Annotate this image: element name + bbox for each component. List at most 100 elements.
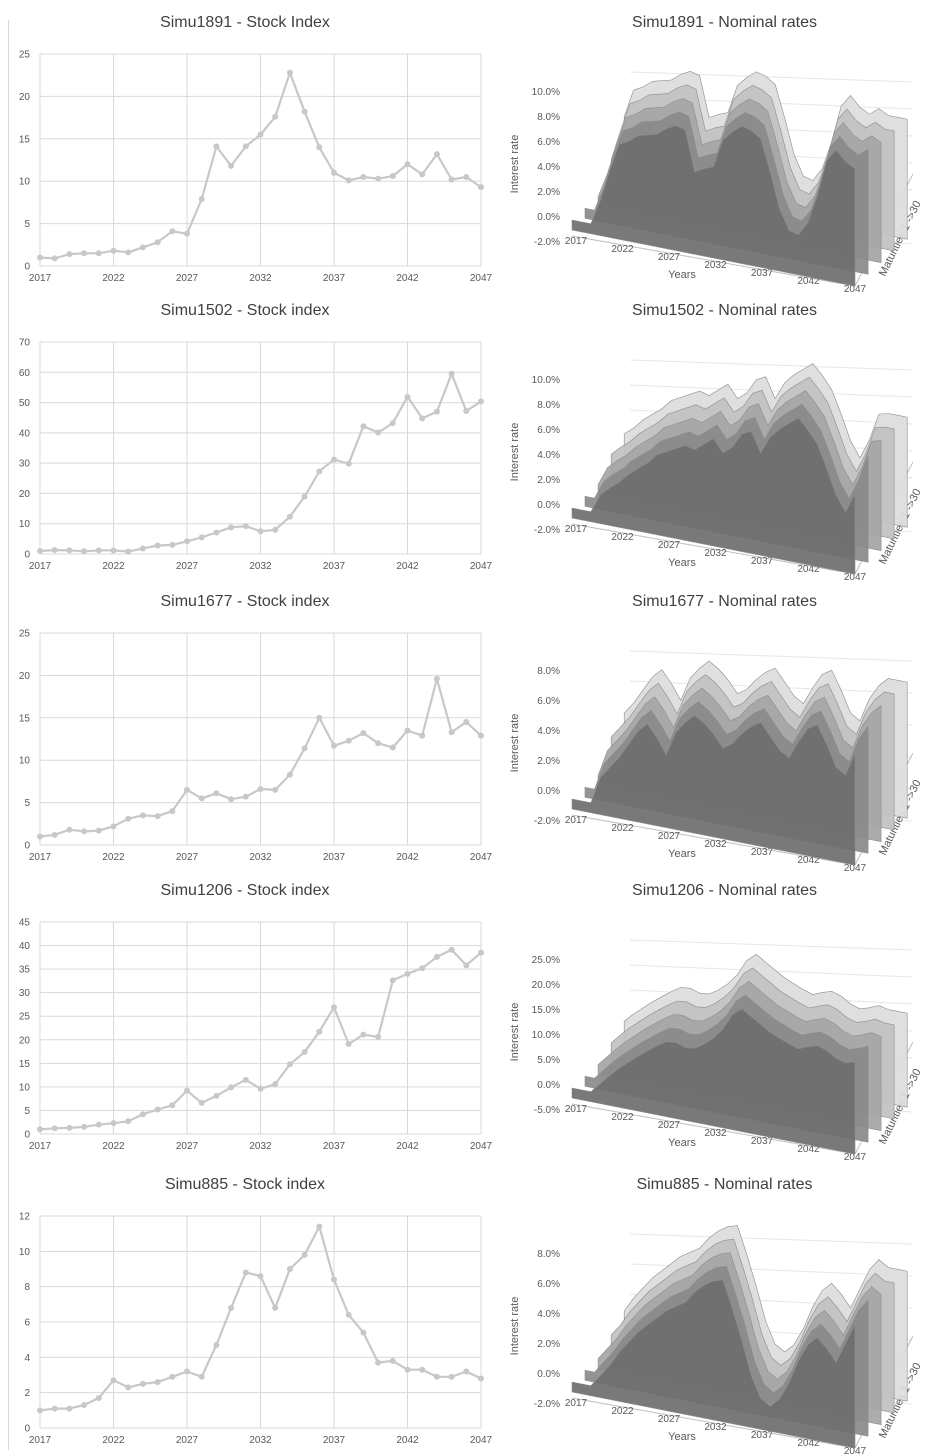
x-tick-label: 2047	[844, 1152, 867, 1163]
y-tick-label: 10	[19, 1082, 31, 1093]
y-tick-label: 30	[19, 459, 31, 470]
chart-title: Simu1206 - Stock index	[160, 882, 330, 899]
data-point	[433, 953, 440, 960]
x-tick-label: 2017	[29, 1141, 52, 1152]
data-point	[228, 1304, 235, 1311]
x-tick-label: 2027	[658, 252, 681, 263]
chart-title: Simu1891 - Nominal rates	[632, 14, 817, 31]
data-point	[95, 827, 102, 834]
data-point	[331, 456, 337, 463]
data-point	[404, 161, 411, 168]
y-tick-label: 25	[19, 1012, 31, 1023]
data-point	[242, 1076, 249, 1083]
rates-chart-2: Simu1502 - Nominal rates 10.0% 8.0% 6.0% 4.…	[500, 302, 949, 583]
y-tick-label: 40	[19, 941, 31, 952]
data-point	[360, 1031, 367, 1038]
stock-chart-3: Simu1677 - Stock index 0 5 10 15 20 25 2017 202…	[0, 593, 493, 871]
x-tick-label: 2032	[249, 561, 272, 572]
data-point	[37, 1407, 43, 1414]
back-gridline	[629, 1233, 913, 1245]
data-point	[125, 1384, 132, 1391]
x-axis-title: Years	[668, 1137, 696, 1149]
y-tick-label: 0	[24, 550, 30, 561]
y-tick-label: 0	[24, 841, 30, 852]
data-point	[228, 796, 235, 803]
data-point	[478, 398, 484, 405]
data-point	[375, 1033, 382, 1040]
data-point	[110, 1120, 117, 1127]
data-point	[95, 250, 102, 257]
data-point	[139, 1111, 146, 1118]
x-tick-label: 2017	[565, 1398, 588, 1409]
z-tick-label: 25.0%	[532, 955, 560, 966]
z-axis-title: Interest rate	[509, 714, 521, 773]
data-point	[404, 727, 411, 734]
data-point	[66, 547, 73, 554]
data-point	[448, 370, 455, 377]
data-point	[419, 1366, 426, 1373]
data-point	[184, 786, 190, 793]
data-point	[154, 1379, 161, 1386]
x-tick-label: 2042	[797, 564, 820, 575]
x-tick-label: 2017	[565, 236, 588, 247]
chart-title: Simu1502 - Stock index	[160, 302, 330, 319]
data-point	[81, 1402, 88, 1409]
data-point	[419, 732, 426, 739]
y-tick-label: 10	[19, 519, 31, 530]
data-point	[169, 1373, 176, 1380]
y-tick-label: 20	[19, 1035, 31, 1046]
data-point	[448, 729, 455, 736]
data-point	[301, 493, 308, 500]
data-point	[37, 1126, 43, 1133]
data-point	[419, 965, 426, 972]
z-tick-label: -2.0%	[534, 1399, 560, 1410]
x-tick-label: 2032	[704, 1422, 727, 1433]
data-point	[463, 962, 470, 969]
z-tick-label: -2.0%	[534, 816, 560, 827]
x-tick-label: 2017	[29, 561, 52, 572]
data-point	[478, 732, 484, 739]
z-tick-label: -5.0%	[534, 1105, 560, 1116]
data-point	[286, 1266, 293, 1272]
data-point	[345, 177, 352, 184]
data-point	[228, 1084, 235, 1091]
data-point	[242, 1269, 249, 1276]
data-point	[228, 524, 235, 531]
x-tick-label: 2032	[704, 548, 727, 559]
data-point	[316, 1223, 323, 1230]
z-tick-label: 10.0%	[532, 87, 560, 98]
x-axis-line	[571, 814, 856, 866]
data-point	[110, 547, 117, 554]
x-tick-label: 2032	[249, 1141, 272, 1152]
data-point	[463, 1368, 470, 1375]
x-tick-label: 2017	[29, 852, 52, 863]
x-tick-label: 2027	[176, 273, 199, 284]
x-tick-label: 2027	[658, 1120, 681, 1131]
data-point	[272, 526, 279, 533]
data-point	[81, 828, 88, 835]
data-point	[51, 547, 58, 554]
data-point	[345, 737, 352, 744]
x-tick-label: 2042	[396, 561, 419, 572]
data-point	[228, 162, 235, 169]
x-tick-label: 2042	[396, 1141, 419, 1152]
data-point	[139, 1380, 146, 1387]
stock-chart-2: Simu1502 - Stock index 0 10 20 30 40 50 60 70 20…	[0, 302, 493, 580]
surface-strip	[571, 1008, 856, 1155]
z-tick-label: 2.0%	[537, 756, 560, 767]
z-tick-label: 5.0%	[537, 1055, 560, 1066]
surface-strip	[571, 1279, 856, 1449]
data-point	[389, 1357, 396, 1364]
data-point	[463, 719, 470, 726]
data-point	[272, 1081, 279, 1088]
z-tick-label: 8.0%	[537, 400, 560, 411]
y-tick-label: 25	[19, 629, 31, 640]
y-tick-label: 10	[19, 177, 31, 188]
x-tick-label: 2042	[797, 1144, 820, 1155]
data-point	[66, 251, 73, 258]
x-axis-title: Years	[668, 557, 696, 569]
z-tick-label: 0.0%	[537, 1080, 560, 1091]
data-point	[433, 675, 440, 682]
back-gridline	[629, 650, 913, 662]
surface-strip	[571, 125, 856, 287]
